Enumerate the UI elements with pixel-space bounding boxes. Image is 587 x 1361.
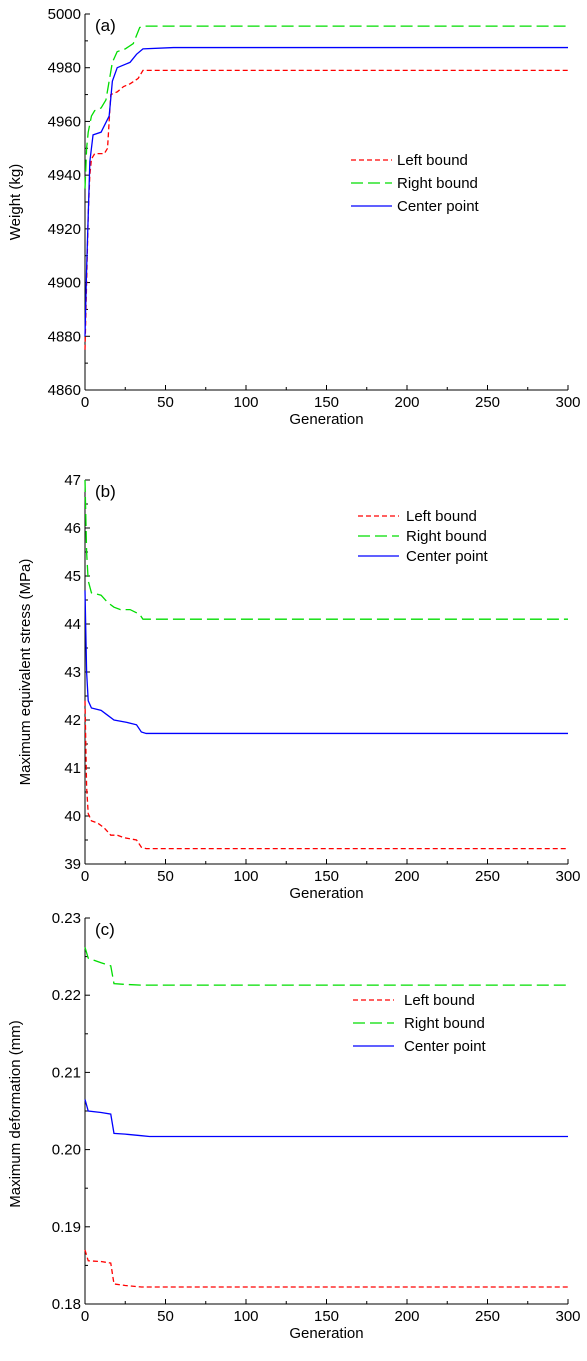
series-line-right-bound xyxy=(84,479,568,620)
x-tick-label: 250 xyxy=(475,394,500,411)
legend-entry: Center point xyxy=(406,548,489,565)
y-tick-label: 0.19 xyxy=(52,1219,81,1236)
panel-label: (c) xyxy=(95,920,115,939)
y-tick-label: 5000 xyxy=(48,6,81,23)
y-tick-label: 39 xyxy=(64,856,81,873)
legend-entry: Center point xyxy=(404,1038,487,1055)
x-tick-label: 0 xyxy=(81,1308,89,1325)
legend-entry: Right bound xyxy=(404,1015,485,1032)
series-line-right-bound xyxy=(84,947,568,986)
y-tick-label: 0.18 xyxy=(52,1296,81,1313)
y-axis-label: Maximum equivalent stress (MPa) xyxy=(17,559,34,786)
y-tick-label: 46 xyxy=(64,520,81,537)
x-tick-label: 300 xyxy=(555,394,580,411)
chart-panel-a: 4860 4880 4900 4920 4940 4960 4980 5000 0 50 100 15… xyxy=(0,0,587,452)
y-tick-label: 4860 xyxy=(48,382,81,399)
y-tick-label: 4980 xyxy=(48,60,81,77)
x-tick-label: 50 xyxy=(157,394,174,411)
x-tick-label: 300 xyxy=(555,868,580,885)
y-tick-label: 4900 xyxy=(48,275,81,292)
y-tick-label: 44 xyxy=(64,616,81,633)
legend-entry: Left bound xyxy=(404,992,475,1009)
x-tick-label: 150 xyxy=(314,1308,339,1325)
x-tick-label: 300 xyxy=(555,1308,580,1325)
x-tick-label: 200 xyxy=(394,1308,419,1325)
y-tick-label: 4940 xyxy=(48,167,81,184)
panel-label: (a) xyxy=(95,16,116,35)
series-line-left-bound xyxy=(84,69,568,350)
y-tick-label: 41 xyxy=(64,760,81,777)
x-tick-label: 250 xyxy=(475,1308,500,1325)
x-tick-label: 150 xyxy=(314,868,339,885)
chart-panel-b: 39 40 41 42 43 44 45 46 47 0 50 100 150 200 250 300 Gene… xyxy=(0,452,587,904)
x-tick-label: 100 xyxy=(233,1308,258,1325)
y-tick-label: 47 xyxy=(64,472,81,489)
series-line-right-bound xyxy=(84,25,568,189)
legend-entry: Right bound xyxy=(397,175,478,192)
y-tick-label: 0.20 xyxy=(52,1142,81,1159)
x-tick-label: 200 xyxy=(394,868,419,885)
y-tick-label: 0.21 xyxy=(52,1064,81,1081)
x-tick-label: 200 xyxy=(394,394,419,411)
y-axis-label: Weight (kg) xyxy=(7,164,24,240)
x-tick-label: 250 xyxy=(475,868,500,885)
chart-b: 39 40 41 42 43 44 45 46 47 0 50 100 150 200 250 300 Gene… xyxy=(17,472,581,902)
legend-entry: Right bound xyxy=(406,528,487,545)
x-tick-label: 50 xyxy=(157,868,174,885)
series-line-left-bound xyxy=(84,1249,568,1288)
chart-panel-c: 0.18 0.19 0.20 0.21 0.22 0.23 0 50 100 150 200 250 3… xyxy=(0,904,587,1356)
chart-a: 4860 4880 4900 4920 4940 4960 4980 5000 0 50 100 15… xyxy=(7,6,581,428)
x-tick-label: 0 xyxy=(81,394,89,411)
x-axis-label: Generation xyxy=(289,411,363,428)
y-tick-label: 4960 xyxy=(48,113,81,130)
y-tick-label: 4880 xyxy=(48,328,81,345)
y-tick-label: 45 xyxy=(64,568,81,585)
panel-label: (b) xyxy=(95,482,116,501)
chart-c: 0.18 0.19 0.20 0.21 0.22 0.23 0 50 100 150 200 250 3… xyxy=(7,910,581,1342)
y-tick-label: 40 xyxy=(64,808,81,825)
y-tick-label: 43 xyxy=(64,664,81,681)
legend-entry: Left bound xyxy=(397,152,468,169)
y-tick-label: 0.22 xyxy=(52,987,81,1004)
series-line-left-bound xyxy=(84,700,568,850)
y-tick-label: 4920 xyxy=(48,221,81,238)
x-axis-label: Generation xyxy=(289,885,363,902)
x-tick-label: 50 xyxy=(157,1308,174,1325)
series-line-center-point xyxy=(84,46,568,337)
x-axis-label: Generation xyxy=(289,1325,363,1342)
series-line-center-point xyxy=(84,590,568,735)
series-line-center-point xyxy=(84,1099,568,1138)
x-tick-label: 100 xyxy=(233,868,258,885)
x-tick-label: 100 xyxy=(233,394,258,411)
legend-entry: Left bound xyxy=(406,508,477,525)
y-axis-label: Maximum deformation (mm) xyxy=(7,1020,24,1208)
x-tick-label: 0 xyxy=(81,868,89,885)
legend-entry: Center point xyxy=(397,198,480,215)
x-tick-label: 150 xyxy=(314,394,339,411)
y-tick-label: 42 xyxy=(64,712,81,729)
y-tick-label: 0.23 xyxy=(52,910,81,927)
